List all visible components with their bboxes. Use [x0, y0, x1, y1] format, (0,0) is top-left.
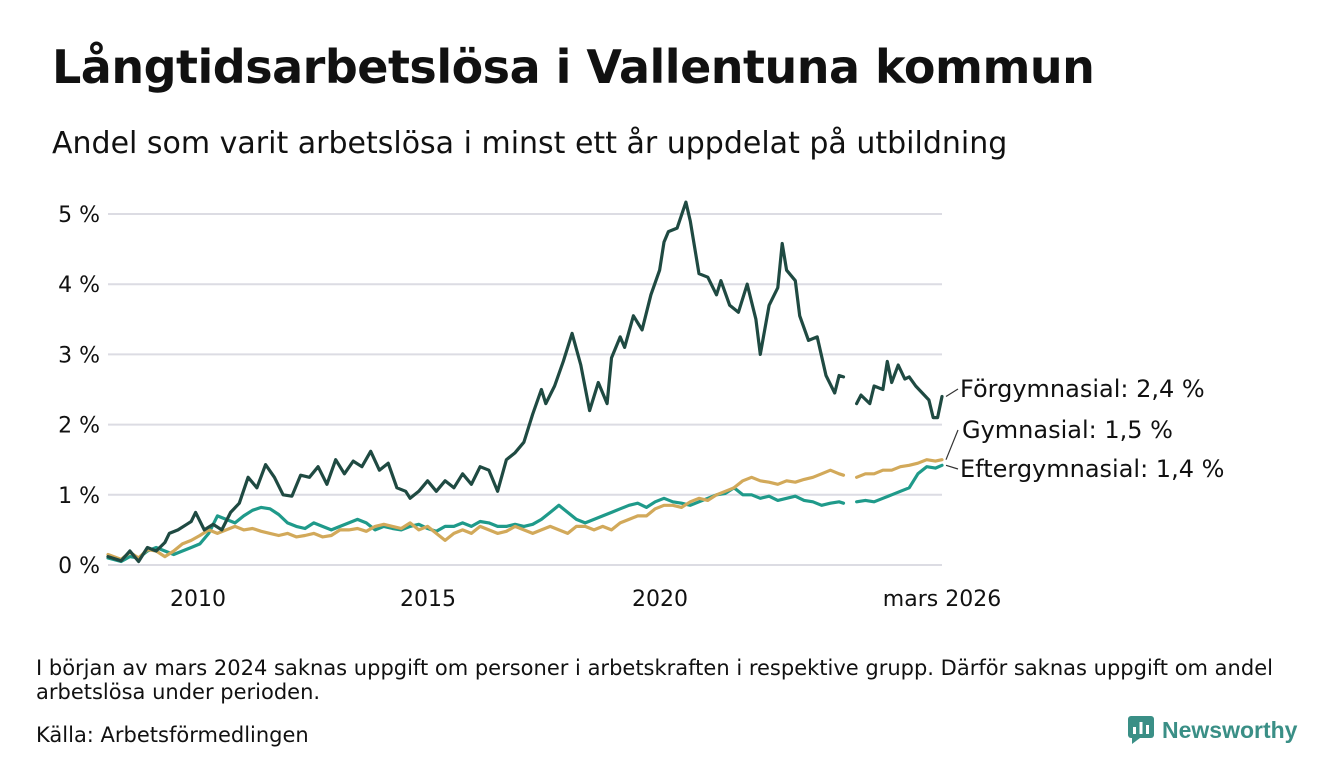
gridlines	[108, 213, 942, 566]
series-label-eftergymnasial: Eftergymnasial: 1,4 %	[960, 455, 1224, 483]
y-tick-label: 4 %	[58, 273, 100, 298]
label-leader-förgymnasial	[945, 388, 959, 398]
label-leader-gymnasial	[945, 429, 959, 460]
x-tick-label: mars 2026	[883, 587, 1001, 612]
chart-subtitle: Andel som varit arbetslösa i minst ett å…	[52, 126, 1008, 161]
footnote: I början av mars 2024 saknas uppgift om …	[36, 656, 1273, 704]
series-line-eftergymnasial	[106, 463, 944, 564]
x-axis-ticks: 2010 2015 2020 mars 2026	[170, 587, 1001, 612]
y-tick-label: 5 %	[58, 203, 100, 228]
series-line-förgymnasial	[106, 200, 944, 564]
brand-name: Newsworthy	[1162, 716, 1298, 743]
series-label-förgymnasial: Förgymnasial: 2,4 %	[960, 375, 1205, 403]
series-label-gymnasial: Gymnasial: 1,5 %	[962, 416, 1173, 444]
line-chart: 0 % 1 % 2 % 3 % 4 % 5 % 2010 2015 2020 mars 2026…	[58, 200, 1224, 612]
series-line-gymnasial	[106, 458, 944, 561]
y-tick-label: 2 %	[58, 414, 100, 439]
x-tick-label: 2020	[632, 587, 688, 612]
y-axis-ticks: 0 % 1 % 2 % 3 % 4 % 5 %	[58, 203, 100, 579]
y-tick-label: 1 %	[58, 484, 100, 509]
x-tick-label: 2015	[400, 587, 456, 612]
brand-logo: Newsworthy	[1128, 716, 1297, 744]
y-tick-label: 3 %	[58, 343, 100, 368]
series-labels: Förgymnasial: 2,4 % Gymnasial: 1,5 % Efter…	[945, 375, 1224, 483]
newsworthy-logo-icon	[1128, 716, 1154, 744]
x-tick-label: 2010	[170, 587, 226, 612]
series-lines	[106, 200, 944, 564]
y-tick-label: 0 %	[58, 554, 100, 579]
source-text: Källa: Arbetsförmedlingen	[36, 723, 309, 747]
label-leader-eftergymnasial	[945, 464, 959, 470]
chart-title: Långtidsarbetslösa i Vallentuna kommun	[52, 40, 1095, 94]
